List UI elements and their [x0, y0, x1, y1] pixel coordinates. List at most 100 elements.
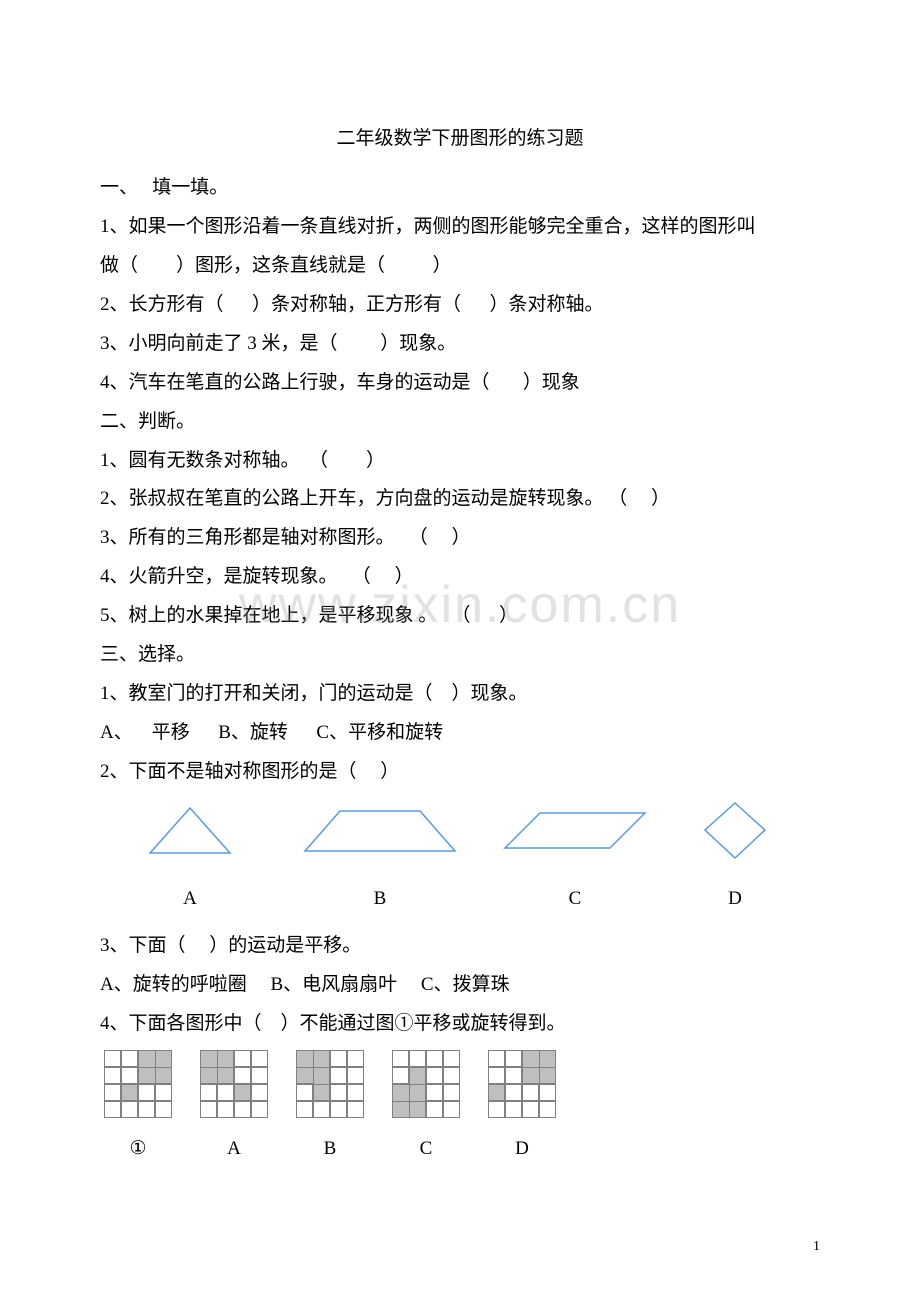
s3-q3-opts: A、旋转的呼啦圈 B、电风扇扇叶 C、拨算珠	[100, 966, 820, 1005]
grid-cell	[251, 1067, 268, 1084]
grid-cell	[488, 1101, 505, 1118]
grid-cell	[522, 1084, 539, 1101]
s3-q2: 2、下面不是轴对称图形的是（ ）	[100, 753, 820, 792]
grid-cell	[296, 1101, 313, 1118]
grid-cell	[138, 1067, 155, 1084]
q2-label-C: C	[480, 880, 670, 919]
grid-cell	[426, 1084, 443, 1101]
grid-cell	[539, 1050, 556, 1067]
section3-heading: 三、选择。	[100, 636, 820, 675]
grid-cell	[539, 1101, 556, 1118]
grid-cell	[522, 1050, 539, 1067]
shape-parallelogram	[480, 803, 670, 873]
grid-cell	[330, 1050, 347, 1067]
grid-cell	[138, 1101, 155, 1118]
s3-q4: 4、下面各图形中（ ）不能通过图①平移或旋转得到。	[100, 1005, 820, 1044]
grid-cell	[426, 1101, 443, 1118]
grid-cell	[296, 1067, 313, 1084]
shape-diamond	[670, 798, 800, 878]
grid-cell	[217, 1101, 234, 1118]
q4-label-D: D	[515, 1130, 529, 1169]
grid-cell	[409, 1101, 426, 1118]
diamond-icon	[700, 798, 770, 863]
q4-grid-B: B	[296, 1050, 364, 1169]
grid-cell	[330, 1084, 347, 1101]
grid-cell	[488, 1084, 505, 1101]
s2-q5: 5、树上的水果掉在地上，是平移现象 。 （ ）	[100, 597, 820, 636]
s1-q3: 3、小明向前走了 3 米，是（ ）现象。	[100, 325, 820, 364]
grid-cell	[251, 1101, 268, 1118]
grid-cell	[121, 1050, 138, 1067]
section1-heading: 一、 填一填。	[100, 169, 820, 208]
grid-cell	[426, 1050, 443, 1067]
page: www.zixin.com.cn 二年级数学下册图形的练习题 一、 填一填。 1…	[0, 0, 920, 1302]
grid-cell	[155, 1084, 172, 1101]
grid-cell	[426, 1067, 443, 1084]
grid-cell	[392, 1101, 409, 1118]
grid-cell	[121, 1101, 138, 1118]
grid-cell	[200, 1050, 217, 1067]
grid-cell	[330, 1067, 347, 1084]
grid-cell	[234, 1067, 251, 1084]
grid-cell	[505, 1084, 522, 1101]
q4-grid-A: A	[200, 1050, 268, 1169]
grid-cell	[330, 1101, 347, 1118]
grid-cell	[104, 1067, 121, 1084]
grid-cell	[234, 1084, 251, 1101]
grid-cell	[217, 1067, 234, 1084]
q4-grid-ref: ①	[104, 1050, 172, 1169]
q4-grids-row: ① A B C D	[104, 1050, 820, 1169]
q2-shapes-row	[100, 798, 820, 878]
grid-cell	[234, 1050, 251, 1067]
grid-cell	[488, 1050, 505, 1067]
grid-cell	[347, 1050, 364, 1067]
grid-cell	[138, 1050, 155, 1067]
grid-cell	[313, 1101, 330, 1118]
s2-q1: 1、圆有无数条对称轴。 （ ）	[100, 442, 820, 481]
grid-cell	[505, 1101, 522, 1118]
grid-cell	[104, 1101, 121, 1118]
s1-q1b: 做（ ）图形，这条直线就是（ ）	[100, 247, 820, 286]
grid-cell	[409, 1050, 426, 1067]
grid-cell	[409, 1067, 426, 1084]
grid-cell	[392, 1050, 409, 1067]
q4-label-A: A	[227, 1130, 241, 1169]
shape-triangle	[100, 803, 280, 873]
q4-label-B: B	[324, 1130, 337, 1169]
q2-labels-row: A B C D	[100, 880, 820, 919]
grid-cell	[539, 1084, 556, 1101]
s3-q3: 3、下面（ ）的运动是平移。	[100, 927, 820, 966]
section2-heading: 二、判断。	[100, 403, 820, 442]
grid-cell	[347, 1067, 364, 1084]
grid-cell	[409, 1084, 426, 1101]
grid-cell	[296, 1084, 313, 1101]
grid-cell	[522, 1101, 539, 1118]
grid-cell	[347, 1084, 364, 1101]
shape-trapezoid	[280, 803, 480, 873]
grid-cell	[488, 1067, 505, 1084]
grid-cell	[443, 1067, 460, 1084]
grid-cell	[251, 1084, 268, 1101]
grid-cell	[505, 1050, 522, 1067]
s3-q1-opts: A、 平移 B、旋转 C、平移和旋转	[100, 714, 820, 753]
grid-cell	[443, 1101, 460, 1118]
q2-label-D: D	[670, 880, 800, 919]
page-title: 二年级数学下册图形的练习题	[100, 120, 820, 159]
q4-label-ref: ①	[129, 1130, 146, 1169]
s3-q1: 1、教室门的打开和关闭，门的运动是（ ）现象。	[100, 675, 820, 714]
grid-cell	[217, 1050, 234, 1067]
s1-q4: 4、汽车在笔直的公路上行驶，车身的运动是（ ）现象	[100, 364, 820, 403]
grid-cell	[392, 1084, 409, 1101]
grid-cell	[313, 1084, 330, 1101]
grid-cell	[251, 1050, 268, 1067]
grid-cell	[296, 1050, 313, 1067]
grid-cell	[155, 1067, 172, 1084]
grid-cell	[443, 1084, 460, 1101]
grid-cell	[392, 1067, 409, 1084]
s1-q2: 2、长方形有（ ）条对称轴，正方形有（ ）条对称轴。	[100, 286, 820, 325]
q4-label-C: C	[420, 1130, 433, 1169]
s2-q3: 3、所有的三角形都是轴对称图形。 （ ）	[100, 519, 820, 558]
grid-cell	[522, 1067, 539, 1084]
s1-q1a: 1、如果一个图形沿着一条直线对折，两侧的图形能够完全重合，这样的图形叫	[100, 208, 820, 247]
grid-cell	[104, 1084, 121, 1101]
